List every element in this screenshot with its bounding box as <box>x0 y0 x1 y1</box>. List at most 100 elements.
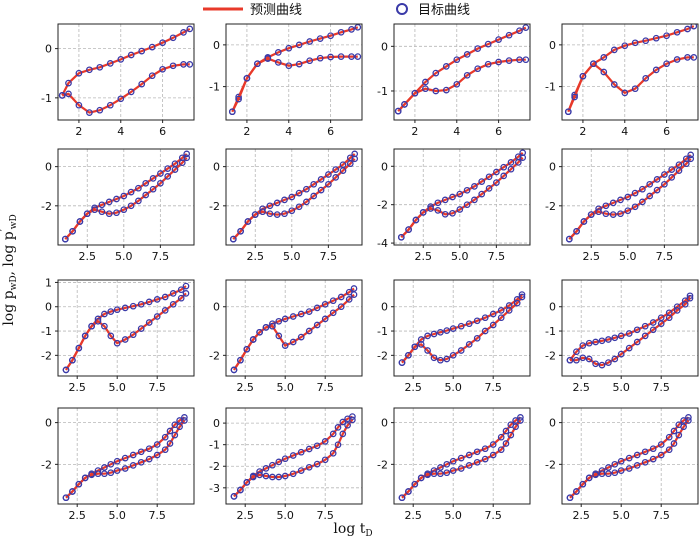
panel-r2-c0-point-derivative-4 <box>88 322 95 330</box>
panel-r2-c1-point-derivative-5 <box>262 324 270 331</box>
panel-r1-c0-point-derivative-3 <box>83 210 91 218</box>
panel-r1-c3-point-derivative-8 <box>624 207 632 215</box>
panel-r2-c0-point-derivative-10 <box>129 331 137 339</box>
panel-r1-c0-pred-derivative <box>64 157 188 240</box>
panel-r0-c1-point-pressure-8 <box>306 38 314 45</box>
panel-r2-c3-point-derivative-14 <box>665 314 673 322</box>
panel-r2-c2-frame <box>393 279 531 377</box>
panel-r1-c2-point-derivative-16 <box>514 159 522 166</box>
panel-r3-c0-point-derivative-5 <box>94 470 102 478</box>
panel-r3-c2-point-derivative-13 <box>489 451 497 459</box>
legend-target-marker <box>396 3 408 15</box>
panel-r2-c2-point-derivative-2 <box>411 343 419 351</box>
panel-r1-c2-point-pressure-11 <box>478 178 486 185</box>
panel-r2-c0-point-pressure-16 <box>177 286 185 294</box>
panel-r2-c0-ytick-label-1: -1 <box>41 325 52 338</box>
panel-r2-c3-point-derivative-3 <box>585 355 593 363</box>
panel-r2-c1-ytick-label-0: -2 <box>209 349 220 362</box>
panel-r2-c2-xtick-label-2: 7.5 <box>484 381 502 394</box>
panel-r2-c1-point-pressure-9 <box>289 313 297 320</box>
panel-r2-c0-point-pressure-13 <box>153 296 161 303</box>
panel-r3-c0-point-derivative-1 <box>69 488 76 495</box>
panel-r2-c1-ytick-label-1: 0 <box>213 301 220 314</box>
panel-r0-c0-point-pressure-3 <box>86 66 93 74</box>
panel-r2-c3-ytick-label-2: 0 <box>549 301 556 314</box>
panel-r3-c2-point-pressure-8 <box>449 457 457 465</box>
panel-r0-c0-point-pressure-2 <box>75 69 83 77</box>
panel-r1-c3-point-derivative-9 <box>631 203 639 211</box>
panel-r3-c2-point-derivative-3 <box>417 474 425 482</box>
panel-r2-c0-point-pressure-8 <box>113 306 121 314</box>
panel-r2-c2-point-pressure-11 <box>473 317 481 325</box>
panel-r2-c3-point-derivative-4 <box>592 360 599 368</box>
panel-r3-c2-pred-derivative <box>401 419 522 499</box>
panel-r1-c0: 2.5 5.0 7.5 -2 0 <box>41 148 195 263</box>
panel-r3-c2-point-pressure-6 <box>437 464 444 471</box>
panel-r0-c0-point-derivative-1 <box>65 90 72 98</box>
panel-r0-c0-point-derivative-8 <box>138 80 146 88</box>
panel-r0-c3-point-derivative-7 <box>631 85 639 93</box>
panel-r2-c0-series <box>62 282 190 374</box>
panel-r0-c0-pred-derivative <box>61 63 190 114</box>
panel-r1-c2-point-derivative-15 <box>507 165 515 173</box>
panel-r3-c3-point-derivative-16 <box>675 431 683 439</box>
panel-r3-c1-point-pressure-5 <box>262 465 270 472</box>
panel-r2-c1-pred-derivative <box>233 293 355 371</box>
panel-r0-c2-point-derivative-11 <box>505 57 513 64</box>
panel-r1-c2-point-derivative-0 <box>397 233 405 241</box>
panel-r3-c1-frame <box>225 407 363 505</box>
panel-r2-c3-point-pressure-10 <box>633 326 641 334</box>
panel-r1-c3-ytick-label-1: 0 <box>549 161 556 174</box>
panel-r2-c1-point-derivative-7 <box>275 332 283 340</box>
panel-r2-c3-point-derivative-0 <box>566 356 574 364</box>
panel-r2-c2-point-derivative-4 <box>424 347 431 354</box>
panel-r2-c0: 2.5 5.0 7.5 -2 -1 0 1 <box>41 276 195 394</box>
panel-r2-c3-xtick-label-0: 2.5 <box>572 381 590 394</box>
panel-r1-c1-point-pressure-14 <box>332 166 340 173</box>
panel-r2-c0-point-pressure-11 <box>137 300 145 308</box>
panel-r1-c1-point-derivative-2 <box>244 218 252 225</box>
panel-r1-c3-point-derivative-7 <box>617 210 624 218</box>
panel-r2-c1-xtick-label-2: 7.5 <box>316 381 334 394</box>
panel-r1-c0-point-derivative-4 <box>91 206 98 214</box>
panel-r3-c1-point-derivative-12 <box>313 460 321 468</box>
panel-r1-c3-point-derivative-15 <box>675 167 683 174</box>
panel-r1-c1-point-derivative-13 <box>325 180 332 188</box>
panel-r0-c3-point-derivative-6 <box>621 89 629 97</box>
panel-r3-c0-point-pressure-9 <box>121 454 129 462</box>
panel-r2-c0-point-derivative-16 <box>177 294 185 302</box>
panel-r3-c1-point-derivative-4 <box>256 471 263 479</box>
panel-r1-c0-series <box>61 150 191 243</box>
panel-r0-c2-point-derivative-2 <box>411 89 419 97</box>
panel-r1-c0-xtick-label-2: 7.5 <box>152 250 170 263</box>
panel-r1-c2-point-derivative-1 <box>405 226 412 233</box>
panel-r2-c0-point-derivative-2 <box>75 344 83 352</box>
panel-r2-c3-series <box>566 292 694 369</box>
panel-r1-c0-point-derivative-14 <box>164 173 172 180</box>
panel-r1-c2-point-pressure-5 <box>434 199 442 207</box>
x-axis-label-main: log t <box>333 521 365 537</box>
panel-r0-c1-pred-derivative <box>231 55 358 113</box>
panel-r3-c0-point-derivative-4 <box>88 471 95 479</box>
panel-r3-c1-point-pressure-6 <box>269 461 276 469</box>
panel-r1-c0-point-pressure-8 <box>120 192 128 200</box>
panel-r1-c1-point-derivative-0 <box>229 235 237 243</box>
panel-r0-c2-point-pressure-7 <box>463 51 471 58</box>
panel-r2-c0-ytick-label-3: 1 <box>45 276 52 289</box>
panel-r0-c3: 2 4 6 -1 0 <box>545 23 699 138</box>
panel-r0-c0-point-pressure-8 <box>138 47 146 55</box>
panel-r3-c2-point-pressure-14 <box>497 433 505 441</box>
panel-r1-c2-pred-derivative <box>400 156 524 239</box>
panel-r1-c0-point-pressure-6 <box>105 198 113 206</box>
panel-r2-c2: 2.5 5.0 7.5 -2 -1 0 <box>377 279 531 394</box>
panel-r1-c1-point-derivative-15 <box>339 167 347 174</box>
panel-r0-c0-point-derivative-6 <box>117 95 125 103</box>
panel-r3-c1-point-derivative-17 <box>344 421 351 429</box>
panel-r2-c0-point-derivative-17 <box>182 290 190 297</box>
panel-r3-c1-point-derivative-13 <box>321 456 329 464</box>
panel-r3-c3-point-derivative-11 <box>641 458 649 466</box>
panel-r0-c1-point-derivative-0 <box>228 108 236 116</box>
panel-r1-c0-point-pressure-11 <box>142 179 150 187</box>
panel-r1-c3-point-derivative-11 <box>646 192 654 200</box>
panel-r0-c2-point-pressure-13 <box>522 24 530 31</box>
